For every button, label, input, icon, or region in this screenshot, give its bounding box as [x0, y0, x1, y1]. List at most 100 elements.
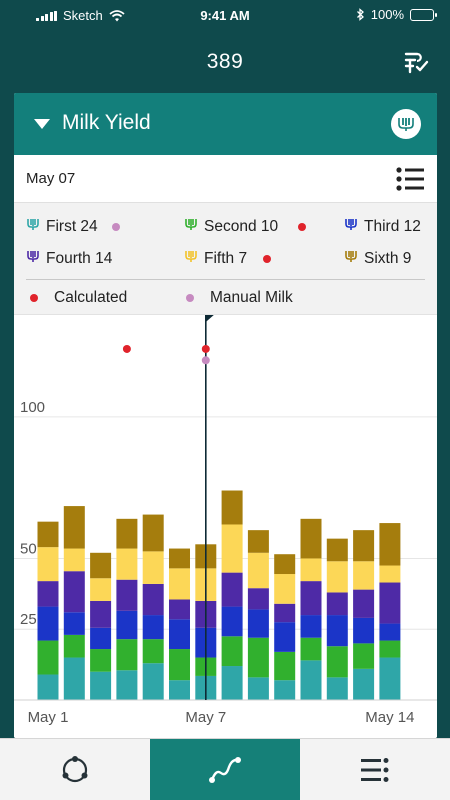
bar-segment-fifth	[221, 524, 243, 573]
calculated-dot-icon	[263, 254, 272, 263]
milking-cup-icon	[184, 249, 198, 268]
bar-segment-third	[90, 627, 112, 650]
milking-cup-icon	[184, 217, 198, 236]
bar-segment-second	[221, 636, 243, 667]
bar-segment-third	[326, 615, 348, 647]
y-tick-label: 100	[20, 399, 45, 416]
bar-segment-third	[116, 610, 138, 640]
nav-menu-button[interactable]	[300, 739, 450, 800]
signal-icon	[36, 10, 57, 21]
bar-segment-fifth	[169, 568, 190, 600]
bar-segment-second	[116, 639, 138, 671]
legend-item-fourth[interactable]: Fourth 14	[26, 249, 112, 268]
bar-segment-third	[221, 606, 243, 637]
y-tick-label: 25	[20, 611, 37, 628]
wifi-icon	[109, 9, 125, 21]
bar-segment-fourth	[169, 599, 190, 620]
bar-segment-fourth	[116, 579, 138, 611]
milk-yield-card: Milk Yield May 07 First 24	[14, 93, 437, 738]
bar-segment-sixth	[300, 518, 322, 559]
calculated-point	[201, 344, 210, 353]
x-tick-label: May 7	[185, 709, 226, 726]
date-row: May 07	[14, 155, 437, 203]
bar-segment-fifth	[63, 548, 85, 572]
bar-segment-sixth	[247, 530, 269, 553]
bar-segment-third	[247, 609, 269, 638]
legend-label: Fifth 7	[204, 249, 248, 267]
legend-item-third[interactable]: Third 12	[344, 217, 421, 236]
bar-segment-second	[274, 651, 296, 681]
bar-segment-third	[63, 612, 85, 635]
legend-label: Calculated	[54, 289, 128, 306]
bar-segment-fourth	[326, 592, 348, 616]
legend-item-second[interactable]: Second 10	[184, 217, 307, 236]
bar-segment-third	[142, 615, 164, 640]
nav-trend-button[interactable]	[150, 739, 300, 800]
checklist-icon[interactable]	[402, 48, 430, 76]
carrier-name: Sketch	[63, 8, 103, 23]
bar-segment-sixth	[37, 521, 59, 548]
carrier-info: Sketch	[36, 8, 125, 23]
milking-cup-icon	[344, 217, 358, 236]
milk-yield-chart[interactable]: 25 50 100 May 1 May 7 May 14	[14, 315, 437, 738]
bar-segment-sixth	[116, 518, 138, 549]
legend-item-first[interactable]: First 24	[26, 217, 120, 236]
bar-segment-third	[379, 623, 401, 641]
app-header: 389	[0, 30, 450, 92]
bar-segment-sixth	[169, 548, 190, 569]
selection-flag-icon	[205, 315, 214, 322]
bar-segment-second	[63, 634, 85, 658]
bar-segment-first	[353, 668, 375, 700]
bar-segment-sixth	[353, 530, 375, 562]
status-right: 100%	[356, 7, 437, 22]
bar-segment-third	[169, 619, 190, 650]
bar-segment-fourth	[274, 603, 296, 623]
bar-segment-sixth	[142, 514, 164, 552]
legend-manual[interactable]: Manual Milk	[186, 289, 293, 307]
nav-cycle-button[interactable]	[0, 739, 150, 800]
milking-cup-icon	[344, 249, 358, 268]
battery-percent: 100%	[370, 7, 404, 22]
legend-label: Fourth 14	[46, 249, 113, 267]
bar-segment-first	[90, 671, 112, 700]
bar-segment-sixth	[379, 523, 401, 566]
cycle-icon	[62, 756, 88, 783]
legend-label: Manual Milk	[210, 289, 293, 306]
collapse-caret-icon[interactable]	[34, 119, 50, 129]
legend-calculated[interactable]: Calculated	[30, 289, 127, 307]
bar-segment-sixth	[326, 538, 348, 562]
x-tick-label: May 14	[365, 709, 414, 726]
bar-segment-second	[353, 643, 375, 669]
calculated-point	[122, 344, 131, 353]
bar-segment-sixth	[63, 506, 85, 549]
card-header[interactable]: Milk Yield	[14, 93, 437, 155]
bar-segment-sixth	[221, 490, 243, 525]
battery-icon	[410, 8, 437, 21]
bar-segment-fifth	[142, 551, 164, 584]
bar-segment-second	[142, 639, 164, 664]
status-bar: Sketch 9:41 AM 100%	[0, 0, 450, 30]
milk-gauge-icon[interactable]	[391, 109, 421, 139]
milking-cup-icon	[26, 249, 40, 268]
bar-segment-second	[379, 640, 401, 658]
bar-segment-fourth	[300, 581, 322, 616]
bar-segment-third	[353, 617, 375, 644]
manual-dot-icon	[186, 294, 194, 302]
bar-segment-fifth	[37, 547, 59, 582]
legend-item-sixth[interactable]: Sixth 9	[344, 249, 411, 268]
bar-segment-first	[326, 677, 348, 700]
list-view-icon[interactable]	[395, 166, 425, 192]
bar-segment-sixth	[90, 552, 112, 579]
bar-segment-sixth	[274, 554, 296, 575]
calculated-dot-icon	[30, 294, 38, 302]
bar-segment-fifth	[90, 578, 112, 601]
bar-segment-first	[379, 657, 401, 700]
manual-dot-icon	[111, 222, 120, 231]
bar-segment-fifth	[247, 552, 269, 589]
legend-item-fifth[interactable]: Fifth 7	[184, 249, 272, 268]
bar-segment-fourth	[90, 600, 112, 628]
trend-icon	[209, 757, 241, 783]
bar-segment-second	[169, 649, 190, 681]
bar-segment-fourth	[37, 581, 59, 607]
selected-date[interactable]: May 07	[26, 170, 76, 187]
